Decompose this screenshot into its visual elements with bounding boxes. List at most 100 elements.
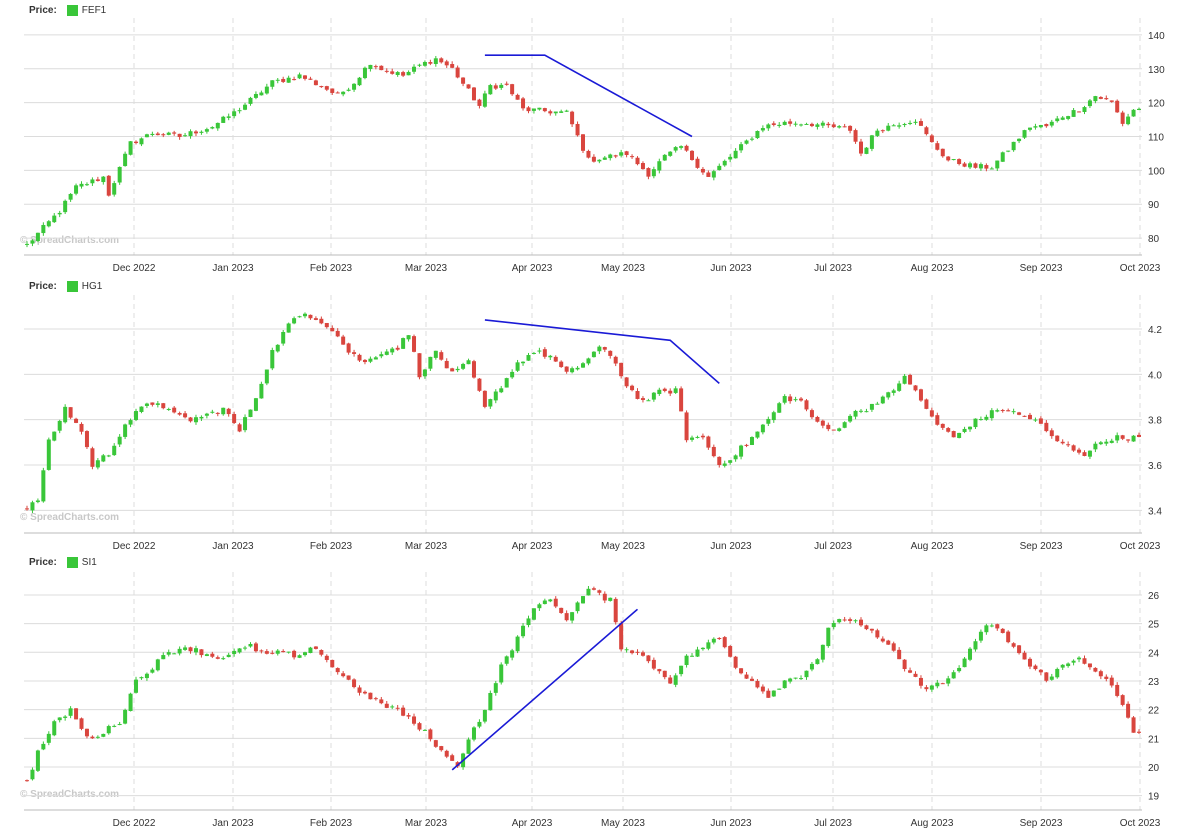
- candle-body: [875, 130, 880, 136]
- candle-body: [68, 708, 73, 716]
- candle-body: [335, 330, 340, 337]
- candle-body: [695, 436, 700, 438]
- candle-body: [809, 410, 814, 418]
- candle-body: [935, 682, 940, 687]
- x-tick-label: Dec 2022: [113, 541, 156, 552]
- candle-body: [1049, 121, 1054, 126]
- x-tick-label: Dec 2022: [113, 818, 156, 829]
- candle-body: [880, 638, 885, 642]
- candle-body: [1017, 645, 1022, 654]
- candle-body: [831, 429, 836, 431]
- candle-body: [717, 165, 722, 171]
- candle-body: [918, 389, 923, 401]
- candle-body: [586, 150, 591, 158]
- candle-body: [428, 356, 433, 369]
- candle-body: [35, 750, 40, 771]
- candle-body: [493, 683, 498, 693]
- candle-body: [482, 390, 487, 407]
- candle-body: [166, 408, 171, 410]
- candle-body: [510, 84, 515, 95]
- candle-body: [989, 410, 994, 419]
- y-tick-label: 80: [1148, 234, 1160, 245]
- y-tick-label: 26: [1148, 591, 1160, 602]
- candle-body: [221, 407, 226, 415]
- candle-body: [412, 336, 417, 352]
- candle-body: [341, 673, 346, 677]
- y-tick-label: 4.0: [1148, 370, 1162, 381]
- x-tick-label: Feb 2023: [310, 541, 353, 552]
- candle-body: [897, 125, 902, 127]
- candle-body: [324, 322, 329, 328]
- candle-body: [864, 625, 869, 630]
- candle-body: [537, 107, 542, 110]
- candle-body: [559, 361, 564, 368]
- candle-body: [275, 79, 280, 81]
- x-tick-label: Mar 2023: [405, 263, 448, 274]
- candle-body: [1082, 452, 1087, 456]
- candle-body: [406, 715, 411, 717]
- candle-body: [1017, 138, 1022, 142]
- candle-body: [619, 623, 624, 650]
- candle-body: [586, 358, 591, 364]
- y-tick-label: 25: [1148, 620, 1160, 631]
- legend-hg1: Price: HG1: [29, 279, 102, 293]
- candle-body: [259, 383, 264, 399]
- candle-body: [30, 769, 35, 780]
- candle-body: [935, 143, 940, 150]
- candle-body: [128, 141, 133, 155]
- candle-body: [1093, 443, 1098, 450]
- candle-body: [41, 470, 46, 502]
- candle-body: [564, 366, 569, 372]
- candle-body: [1137, 731, 1141, 733]
- candle-body: [902, 375, 907, 384]
- candle-body: [946, 678, 951, 684]
- candle-body: [1066, 444, 1071, 446]
- candle-body: [466, 739, 471, 754]
- candle-body: [515, 94, 520, 100]
- candle-body: [106, 726, 111, 734]
- candle-body: [690, 437, 695, 440]
- candle-body: [946, 156, 951, 161]
- candle-body: [1049, 430, 1054, 437]
- candle-body: [951, 672, 956, 679]
- x-tick-label: Jul 2023: [814, 818, 852, 829]
- candle-body: [215, 657, 220, 659]
- candle-body: [711, 171, 716, 178]
- candle-body: [335, 668, 340, 673]
- candle-body: [880, 130, 885, 132]
- candle-body: [782, 680, 787, 689]
- y-tick-label: 110: [1148, 133, 1164, 144]
- y-tick-label: 100: [1148, 166, 1165, 177]
- candle-body: [433, 350, 438, 358]
- candle-body: [624, 649, 629, 651]
- candle-body: [989, 625, 994, 627]
- x-tick-label: Aug 2023: [911, 818, 954, 829]
- candle-body: [422, 729, 427, 731]
- candle-body: [1104, 98, 1109, 100]
- candle-body: [929, 410, 934, 417]
- candle-body: [521, 361, 526, 364]
- candle-body: [243, 417, 248, 431]
- candle-body: [951, 159, 956, 161]
- candle-body: [962, 163, 967, 167]
- candle-body: [477, 99, 482, 106]
- candle-body: [357, 687, 362, 693]
- candle-body: [493, 85, 498, 89]
- watermark: © SpreadCharts.com: [20, 235, 120, 246]
- candle-body: [248, 97, 253, 104]
- candle-body: [570, 111, 575, 125]
- candle-body: [237, 110, 242, 112]
- candle-body: [695, 649, 700, 657]
- candle-body: [668, 677, 673, 684]
- candle-body: [766, 418, 771, 424]
- candle-body: [373, 66, 378, 68]
- candle-body: [183, 647, 188, 650]
- candle-body: [46, 221, 51, 227]
- candle-body: [384, 351, 389, 355]
- candle-body: [662, 154, 667, 161]
- candle-body: [521, 98, 526, 109]
- candle-body: [793, 123, 798, 125]
- candle-body: [968, 648, 973, 660]
- candle-body: [297, 74, 302, 79]
- candle-body: [591, 156, 596, 162]
